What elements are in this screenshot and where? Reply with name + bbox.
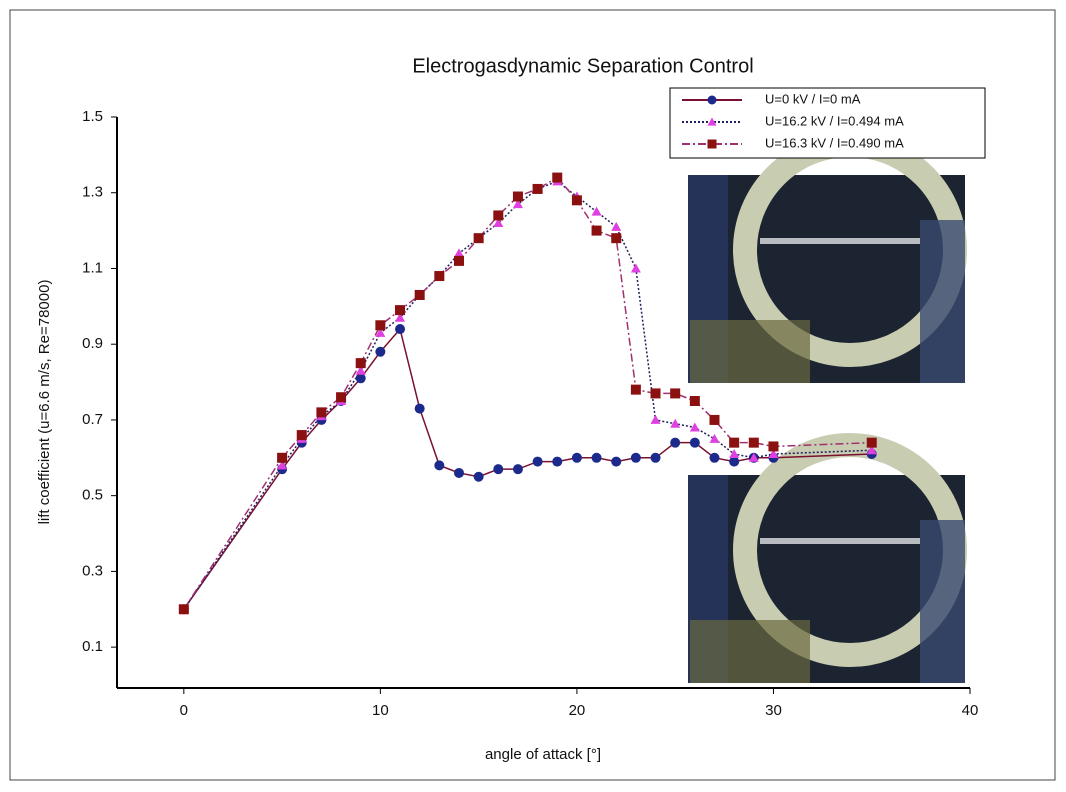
legend-label: U=16.3 kV / I=0.490 mA: [765, 135, 904, 150]
photo-top: [688, 133, 967, 383]
point: [277, 452, 288, 463]
point: [591, 206, 602, 216]
point: [670, 437, 681, 448]
point: [453, 248, 464, 258]
point: [650, 414, 661, 424]
point: [532, 183, 543, 194]
point: [493, 210, 504, 221]
x-tick-label: 10: [372, 702, 389, 719]
point: [493, 218, 504, 228]
point: [355, 358, 366, 369]
point: [414, 403, 425, 414]
frame: [9, 9, 1056, 781]
point: [591, 452, 602, 463]
point: [414, 289, 425, 300]
x-tick-label: 20: [569, 702, 586, 719]
point: [707, 95, 717, 105]
y-tick-label: 0.9: [82, 335, 103, 352]
point: [670, 418, 681, 428]
point: [630, 384, 641, 395]
point: [650, 388, 661, 399]
point: [611, 221, 622, 231]
point: [670, 388, 681, 399]
point: [709, 452, 720, 463]
point: [866, 445, 877, 455]
point: [512, 191, 523, 202]
y-tick-label: 1.1: [82, 259, 103, 276]
point: [552, 172, 563, 183]
point: [512, 199, 523, 209]
point: [611, 456, 622, 467]
point: [611, 233, 622, 244]
point: [707, 117, 717, 126]
y-axis-label: lift coefficient (u=6.6 m/s, Re=78000): [36, 280, 53, 525]
point: [709, 414, 720, 425]
point: [571, 195, 582, 206]
point: [729, 437, 740, 448]
point: [748, 437, 759, 448]
y-tick-label: 0.7: [82, 411, 103, 428]
point: [473, 471, 484, 482]
series-line: [183, 180, 872, 610]
point: [866, 437, 877, 448]
point: [689, 396, 700, 406]
point: [630, 452, 641, 463]
y-tick-label: 0.5: [82, 487, 103, 504]
x-axis-label: angle of attack [°]: [485, 746, 601, 763]
point: [512, 464, 523, 475]
point: [748, 452, 759, 462]
point: [689, 422, 700, 432]
point: [375, 320, 386, 331]
legend-label: U=16.2 kV / I=0.494 mA: [765, 113, 904, 128]
point: [375, 327, 386, 337]
point: [630, 263, 641, 273]
point: [434, 460, 445, 471]
point: [729, 456, 740, 467]
point: [689, 437, 700, 448]
point: [316, 407, 327, 418]
x-tick-label: 40: [962, 702, 979, 719]
point: [453, 255, 464, 266]
point: [552, 456, 563, 467]
y-tick-label: 0.1: [82, 638, 103, 655]
point: [355, 365, 366, 375]
point: [395, 305, 406, 316]
point: [277, 460, 288, 470]
point: [178, 604, 189, 615]
point: [532, 456, 543, 467]
series-line: [183, 176, 872, 610]
series-line: [183, 327, 872, 610]
point: [375, 346, 386, 357]
x-tick-label: 0: [180, 702, 188, 719]
point: [729, 449, 740, 459]
point: [395, 312, 406, 322]
point: [591, 225, 602, 236]
y-tick-label: 1.5: [82, 108, 103, 125]
point: [296, 430, 307, 441]
point: [473, 233, 484, 244]
point: [768, 441, 779, 452]
point: [434, 271, 445, 282]
point: [650, 452, 661, 463]
point: [395, 324, 406, 335]
y-tick-label: 0.3: [82, 562, 103, 579]
y-tick-label: 1.3: [82, 184, 103, 201]
point: [707, 139, 717, 149]
point: [453, 467, 464, 478]
photo-bottom: [688, 433, 967, 683]
point: [709, 433, 720, 443]
x-tick-label: 30: [765, 702, 782, 719]
chart-title: Electrogasdynamic Separation Control: [412, 55, 753, 77]
point: [768, 449, 779, 459]
legend-label: U=0 kV / I=0 mA: [765, 91, 861, 106]
point: [571, 452, 582, 463]
point: [336, 392, 347, 403]
point: [493, 464, 504, 475]
